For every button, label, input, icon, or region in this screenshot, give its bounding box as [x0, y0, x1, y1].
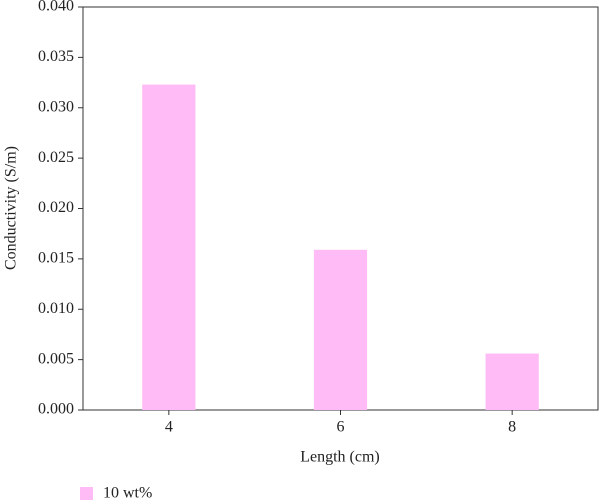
x-tick-label: 6 [337, 419, 345, 436]
y-tick-label: 0.035 [38, 48, 74, 65]
bar [142, 84, 196, 410]
y-axis-label: Conductivity (S/m) [3, 146, 20, 270]
legend-swatch [80, 487, 93, 500]
bar [485, 353, 539, 410]
bar [313, 249, 368, 410]
x-tick-label: 4 [165, 419, 173, 436]
y-tick-label: 0.030 [38, 98, 74, 115]
y-tick-label: 0.040 [38, 0, 74, 15]
x-tick-label: 8 [508, 419, 516, 436]
y-tick-label: 0.010 [38, 300, 74, 317]
y-tick-label: 0.015 [38, 250, 74, 267]
y-tick-label: 0.020 [38, 199, 74, 216]
legend-label: 10 wt% [103, 485, 152, 501]
y-tick-label: 0.025 [38, 149, 74, 166]
y-tick-label: 0.000 [38, 401, 74, 418]
x-axis-label: Length (cm) [300, 449, 380, 466]
y-tick-label: 0.005 [38, 350, 74, 367]
